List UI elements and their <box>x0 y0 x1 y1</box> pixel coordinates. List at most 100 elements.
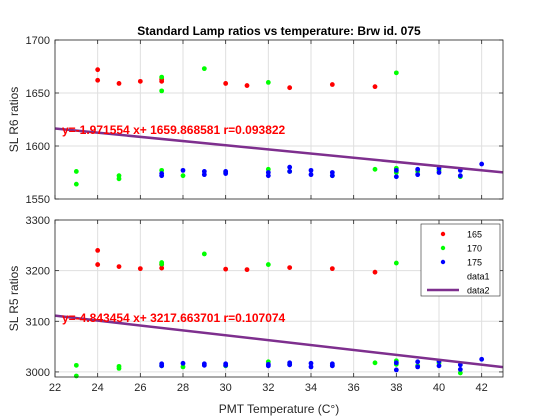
data-point-165 <box>223 266 229 272</box>
data-point-170 <box>159 88 165 94</box>
data-point-165 <box>137 78 143 84</box>
data-point-170 <box>73 373 79 379</box>
data-point-165 <box>287 85 293 91</box>
data-point-175 <box>393 360 399 366</box>
data-point-165 <box>159 78 165 84</box>
x-tick-label: 26 <box>134 382 146 394</box>
data-point-175 <box>457 367 463 372</box>
data-point-175 <box>308 172 314 178</box>
data-point-170 <box>159 74 165 80</box>
x-tick-label: 40 <box>433 382 445 394</box>
data-point-170 <box>159 261 165 267</box>
data-point-175 <box>159 171 165 176</box>
y-tick-label: 3100 <box>26 316 50 328</box>
data-point-165 <box>372 269 378 275</box>
y-tick-label: 3300 <box>26 215 50 227</box>
lower-panel: y=-4.843454 x+ 3217.663701 r=0.107074 22 2… <box>7 215 504 416</box>
data-point-165 <box>329 266 335 272</box>
data-point-165 <box>116 81 122 86</box>
data-point-175 <box>201 362 207 368</box>
legend-box <box>420 223 501 297</box>
data-point-170 <box>265 80 271 85</box>
data-point-170 <box>393 260 399 266</box>
data-point-175 <box>479 161 485 167</box>
data-point-175 <box>393 167 399 173</box>
x-tick-label: 28 <box>177 382 189 394</box>
x-tick-label: 42 <box>476 382 488 394</box>
data-point-175 <box>415 359 421 365</box>
data-point-175 <box>287 169 293 174</box>
legend-label-data1: data1 <box>467 272 490 282</box>
y-tick-label: 1550 <box>26 194 50 206</box>
x-tick-label: 30 <box>220 382 232 394</box>
data-point-175 <box>287 164 293 170</box>
data-point-175 <box>415 172 421 178</box>
data-point-175 <box>223 362 229 368</box>
legend-label-165: 165 <box>467 230 482 240</box>
data-point-170 <box>201 251 207 257</box>
data-point-165 <box>244 267 250 273</box>
axes-frame <box>54 219 504 378</box>
data-point-175 <box>308 364 314 370</box>
y-tick-label: 3000 <box>26 367 50 379</box>
data-point-165 <box>95 247 101 253</box>
regression-annotation: y=-4.843454 x+ 3217.663701 r=0.107074 <box>62 311 286 325</box>
data-point-165 <box>137 266 143 272</box>
data-point-165 <box>95 262 101 267</box>
data-point-175 <box>265 363 271 369</box>
data-point-175 <box>393 367 399 373</box>
data-point-165 <box>95 77 101 83</box>
data-point-170 <box>180 173 186 179</box>
data-point-175 <box>393 174 399 180</box>
fit-line-data2 <box>54 127 504 174</box>
data-point-170 <box>393 70 399 76</box>
data-point-175 <box>201 172 207 178</box>
legend-swatch-175 <box>440 259 446 265</box>
data-point-165 <box>372 84 378 90</box>
data-point-175 <box>436 170 442 175</box>
data-point-175 <box>308 167 314 173</box>
data-point-165 <box>116 264 122 269</box>
data-point-175 <box>265 173 271 179</box>
data-point-170 <box>116 176 122 182</box>
data-point-170 <box>180 364 186 370</box>
data-point-165 <box>244 83 250 88</box>
x-tick-label: 38 <box>390 382 402 394</box>
y-tick-label: 1600 <box>26 141 50 153</box>
legend-label-170: 170 <box>467 244 482 254</box>
data-point-170 <box>457 370 463 376</box>
data-point-170 <box>201 66 207 72</box>
x-tick-label: 22 <box>49 382 61 394</box>
x-tick-label: 36 <box>348 382 360 394</box>
data-point-175 <box>436 363 442 369</box>
x-tick-label: 34 <box>305 382 317 394</box>
y-axis-label: SL R5 ratios <box>7 266 21 332</box>
data-point-175 <box>415 364 421 370</box>
data-point-175 <box>329 363 335 369</box>
data-point-175 <box>457 173 463 179</box>
data-point-175 <box>180 360 186 366</box>
x-tick-label: 24 <box>92 382 104 394</box>
y-tick-label: 1700 <box>26 35 50 47</box>
legend-label-175: 175 <box>467 258 482 268</box>
y-axis-label: SL R6 ratios <box>7 87 21 153</box>
data-point-165 <box>223 81 229 86</box>
data-point-165 <box>95 67 101 73</box>
data-point-175 <box>415 166 421 172</box>
data-point-175 <box>479 356 485 362</box>
x-tick-label: 32 <box>262 382 274 394</box>
x-axis-label: PMT Temperature (C°) <box>219 402 339 416</box>
y-tick-label: 3200 <box>26 266 50 278</box>
chart-title: Standard Lamp ratios vs temperature: Brw… <box>137 24 421 38</box>
data-point-175 <box>287 362 293 368</box>
data-point-170 <box>73 181 79 187</box>
data-point-170 <box>73 169 79 174</box>
data-point-165 <box>159 265 165 271</box>
data-point-175 <box>180 167 186 173</box>
data-point-170 <box>372 360 378 366</box>
data-point-165 <box>329 82 335 87</box>
upper-panel: y=-1.971554 x+ 1659.868581 r=0.093822 155… <box>7 24 504 206</box>
data-point-175 <box>159 361 165 367</box>
data-point-170 <box>116 365 122 371</box>
